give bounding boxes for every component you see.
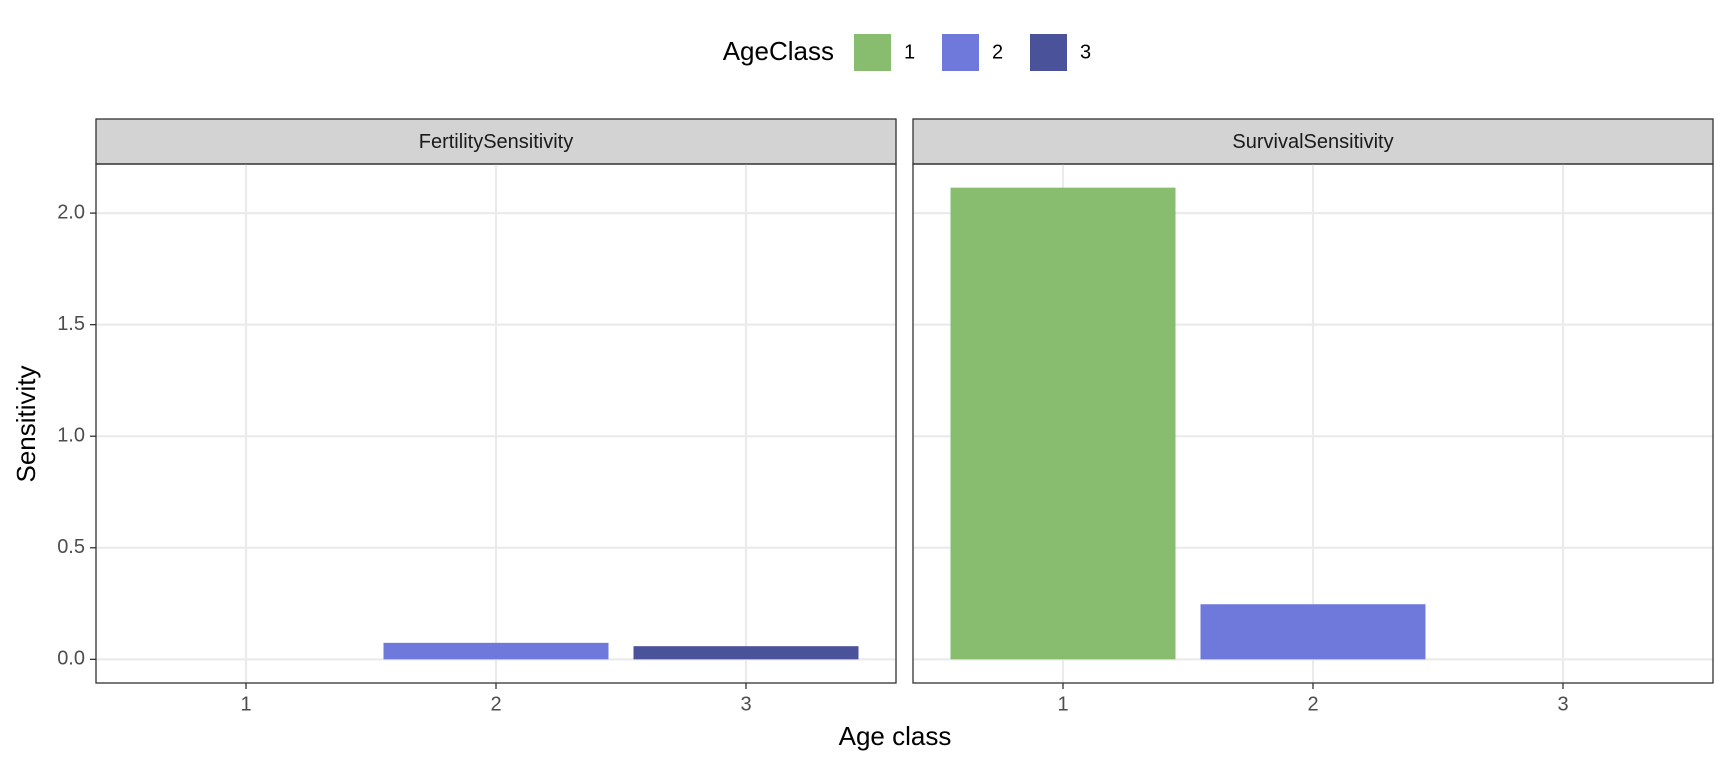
panel-border	[95, 163, 897, 684]
x-tick-label: 3	[1557, 693, 1568, 715]
legend-label: 2	[992, 41, 1003, 63]
x-tick-label: 2	[1307, 693, 1318, 715]
y-tick-label: 0.5	[57, 536, 85, 558]
bar	[633, 646, 859, 660]
bar	[383, 642, 609, 660]
legend-swatch	[1030, 34, 1067, 71]
legend-swatch	[854, 34, 891, 71]
strip	[912, 118, 1714, 165]
x-axis-title: Age class	[839, 721, 952, 751]
legend-title: AgeClass	[723, 36, 834, 66]
x-tick-label: 1	[240, 693, 251, 715]
legend-label: 3	[1080, 41, 1091, 63]
x-tick-label: 1	[1057, 693, 1068, 715]
panel-border	[912, 163, 1714, 684]
legend-swatch	[942, 34, 979, 71]
strip-title: FertilitySensitivity	[419, 131, 573, 153]
y-tick-label: 2.0	[57, 201, 85, 223]
y-tick-label: 1.5	[57, 313, 85, 335]
legend-label: 1	[904, 41, 915, 63]
y-tick-label: 0.0	[57, 648, 85, 670]
x-tick-label: 3	[740, 693, 751, 715]
strip-title: SurvivalSensitivity	[1232, 131, 1393, 153]
x-tick-label: 2	[490, 693, 501, 715]
y-tick-label: 1.0	[57, 424, 85, 446]
y-axis-title: Sensitivity	[11, 365, 41, 482]
bar	[1200, 604, 1426, 660]
bar	[950, 187, 1176, 660]
strip	[95, 118, 897, 165]
